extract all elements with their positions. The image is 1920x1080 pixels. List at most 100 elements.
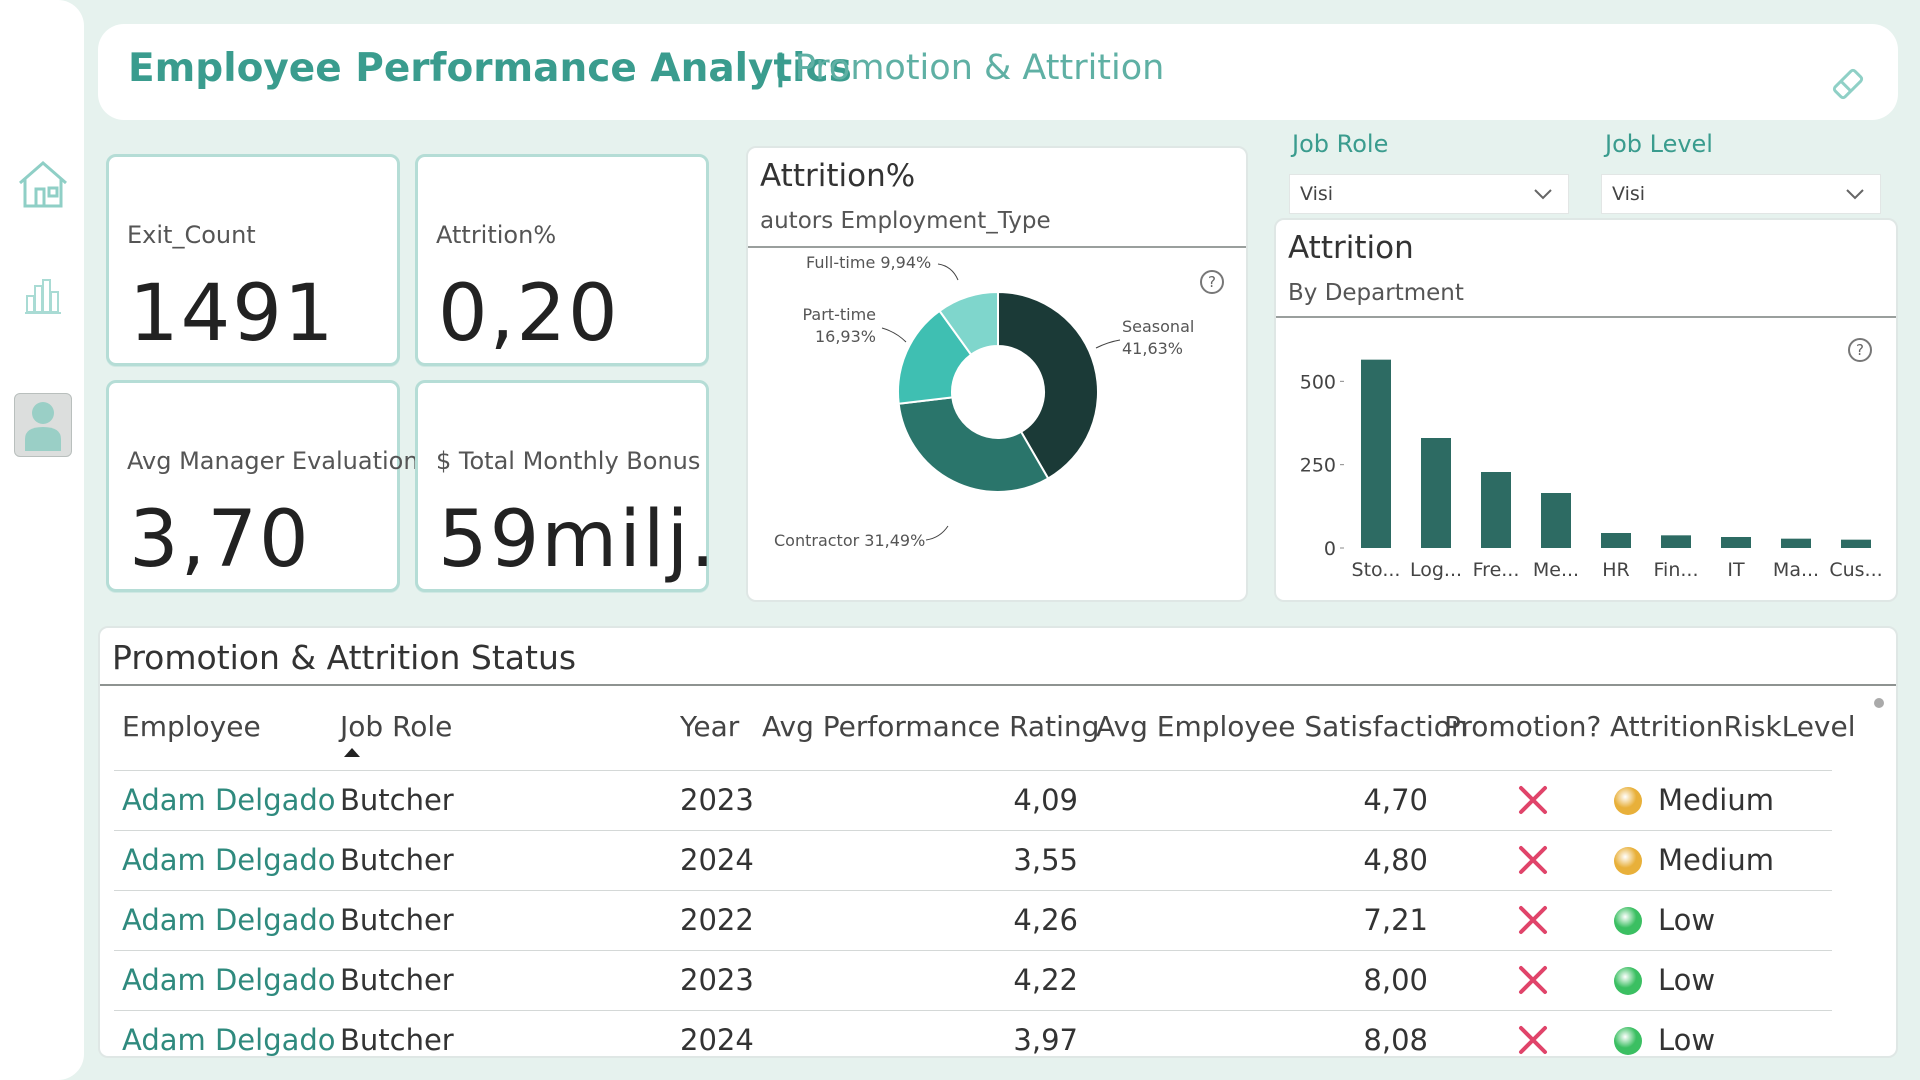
bar-chart-icon — [25, 279, 61, 314]
cell-avg-employee-satisfaction: 4,80 — [1363, 843, 1428, 877]
bar-1[interactable] — [1421, 438, 1451, 548]
scrollbar-thumb[interactable] — [1874, 698, 1884, 708]
sidebar — [0, 0, 84, 1080]
donut-slice-seasonal[interactable] — [997, 290, 1099, 480]
home-icon — [19, 161, 67, 208]
kpi-value: 59milj. — [438, 495, 718, 585]
job-role-selected-value: Visi — [1300, 183, 1334, 205]
leader-line — [1095, 339, 1121, 349]
bar-7[interactable] — [1781, 538, 1811, 548]
cell-year: 2024 — [680, 1023, 754, 1056]
bar-0[interactable] — [1361, 359, 1391, 548]
x-tick-label: IT — [1727, 559, 1745, 581]
kpi-label: Exit_Count — [127, 221, 256, 249]
cell-job-role: Butcher — [340, 783, 454, 817]
user-icon — [25, 402, 61, 451]
table-row[interactable]: Adam Delgado Butcher 2024 3,55 4,80 Medium — [114, 830, 1832, 890]
column-header-avg-employee-satisfaction[interactable]: Avg Employee Satisfaction — [1096, 710, 1469, 743]
cell-employee: Adam Delgado — [122, 903, 336, 937]
x-mark-icon — [1519, 846, 1547, 874]
panel-subtitle: autors Employment_Type — [760, 208, 1051, 234]
help-icon[interactable]: ? — [1848, 338, 1872, 362]
help-icon[interactable]: ? — [1200, 270, 1224, 294]
kpi-value: 3,70 — [129, 495, 311, 585]
kpi-label: Attrition% — [436, 221, 557, 249]
cell-employee: Adam Delgado — [122, 843, 336, 877]
home-nav-button[interactable] — [14, 152, 72, 216]
cell-avg-employee-satisfaction: 7,21 — [1363, 903, 1428, 937]
cell-year: 2023 — [680, 783, 754, 817]
x-mark-icon — [1519, 966, 1547, 994]
table-row[interactable]: Adam Delgado Butcher 2023 4,22 8,00 Low — [114, 950, 1832, 1010]
kpi-avg-manager-evaluation: Avg Manager Evaluation 3,70 — [106, 380, 419, 592]
leader-line — [881, 327, 907, 343]
attrition-donut-panel: Attrition% autors Employment_Type ? Seas… — [746, 146, 1248, 602]
cell-avg-performance-rating: 3,97 — [1013, 1023, 1078, 1056]
column-header-attrition-risk-level[interactable]: AttritionRiskLevel — [1610, 710, 1856, 743]
column-header-year[interactable]: Year — [680, 710, 740, 743]
cell-year: 2023 — [680, 963, 754, 997]
profile-nav-button[interactable] — [14, 393, 72, 457]
cell-year: 2024 — [680, 843, 754, 877]
bar-3[interactable] — [1541, 493, 1571, 548]
bar-2[interactable] — [1481, 472, 1511, 548]
donut-label-part-time: Part-time — [802, 305, 876, 324]
page-header: Employee Performance Analytics | Promotio… — [98, 24, 1898, 120]
column-header-avg-performance-rating[interactable]: Avg Performance Rating — [762, 710, 1100, 743]
cell-avg-performance-rating: 4,09 — [1013, 783, 1078, 817]
panel-divider — [100, 684, 1896, 686]
cell-avg-performance-rating: 4,26 — [1013, 903, 1078, 937]
leader-line — [925, 525, 949, 541]
column-header-job-role[interactable]: Job Role — [340, 710, 453, 743]
panel-title: Attrition — [1288, 230, 1414, 266]
risk-indicator-dot — [1614, 1027, 1642, 1055]
sort-ascending-icon — [344, 748, 360, 757]
panel-divider — [1276, 316, 1896, 318]
panel-title: Attrition% — [760, 158, 916, 194]
job-level-selected-value: Visi — [1612, 183, 1646, 205]
column-header-employee[interactable]: Employee — [122, 710, 261, 743]
donut-label-seasonal-value: 41,63% — [1122, 339, 1183, 358]
cell-job-role: Butcher — [340, 1023, 454, 1056]
kpi-total-monthly-bonus: $ Total Monthly Bonus 59milj. — [415, 380, 715, 592]
cell-attrition-risk-level: Low — [1658, 903, 1716, 937]
table-row[interactable]: Adam Delgado Butcher 2023 4,09 4,70 Medium — [114, 770, 1832, 830]
donut-label-full-time: Full-time 9,94% — [806, 253, 931, 272]
donut-label-part-time-value: 16,93% — [815, 327, 876, 346]
table-row[interactable]: Adam Delgado Butcher 2022 4,26 7,21 Low — [114, 890, 1832, 950]
y-tick-label: 250 — [1300, 455, 1336, 477]
risk-indicator-dot — [1614, 787, 1642, 815]
cell-year: 2022 — [680, 903, 754, 937]
cell-attrition-risk-level: Low — [1658, 963, 1716, 997]
column-header-promotion[interactable]: Promotion? — [1444, 710, 1602, 743]
bar-4[interactable] — [1601, 533, 1631, 548]
x-tick-label: Sto... — [1352, 559, 1401, 581]
job-level-dropdown[interactable]: Visi — [1601, 174, 1881, 214]
reports-nav-button[interactable] — [14, 264, 72, 328]
clear-filters-button[interactable] — [1828, 64, 1868, 108]
cell-avg-performance-rating: 3,55 — [1013, 843, 1078, 877]
x-tick-label: Log... — [1410, 559, 1462, 581]
bar-8[interactable] — [1841, 539, 1871, 548]
eraser-icon — [1832, 68, 1864, 100]
bar-6[interactable] — [1721, 537, 1751, 548]
donut-chart: Seasonal 41,63% Contractor 31,49% Part-time… — [774, 253, 1194, 550]
cell-job-role: Butcher — [340, 843, 454, 877]
x-tick-label: Fre... — [1473, 559, 1520, 581]
x-tick-label: Cus... — [1829, 559, 1882, 581]
panel-subtitle: By Department — [1288, 280, 1464, 306]
y-tick-label: 0 — [1324, 538, 1336, 560]
table-title: Promotion & Attrition Status — [112, 638, 577, 677]
kpi-value: 0,20 — [438, 269, 620, 359]
table-row[interactable]: Adam Delgado Butcher 2024 3,97 8,08 Low — [114, 1010, 1832, 1056]
cell-avg-employee-satisfaction: 8,00 — [1363, 963, 1428, 997]
job-role-dropdown[interactable]: Visi — [1289, 174, 1569, 214]
bar-5[interactable] — [1661, 535, 1691, 548]
donut-slice-contractor[interactable] — [897, 396, 1050, 493]
cell-attrition-risk-level: Medium — [1658, 783, 1774, 817]
donut-label-contractor: Contractor 31,49% — [774, 531, 925, 550]
page-title: Employee Performance Analytics — [128, 46, 852, 91]
page-subtitle: | Promotion & Attrition — [774, 48, 1164, 88]
donut-slice-full-time[interactable] — [938, 290, 999, 357]
cell-employee: Adam Delgado — [122, 1023, 336, 1056]
